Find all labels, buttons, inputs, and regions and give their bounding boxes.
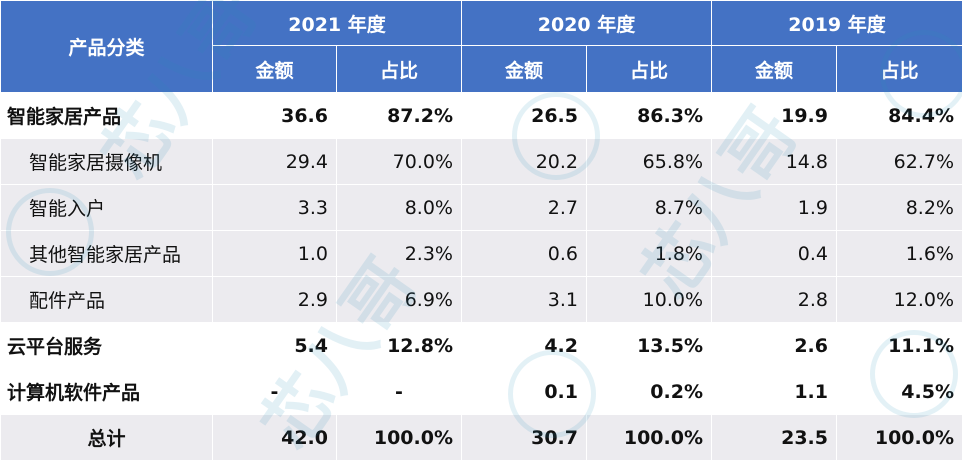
share-2021: 100.0%	[337, 415, 462, 461]
amount-header-2020: 金额	[462, 46, 587, 93]
amount-2020: 30.7	[462, 415, 587, 461]
share-2019: 4.5%	[837, 369, 962, 415]
amount-2021: 29.4	[213, 139, 337, 185]
share-2020: 86.3%	[587, 93, 712, 139]
share-2020: 10.0%	[587, 277, 712, 323]
share-header-2019: 占比	[837, 46, 962, 93]
amount-2021: 42.0	[213, 415, 337, 461]
table-row-smart-entry: 智能入户 3.3 8.0% 2.7 8.7% 1.9 8.2%	[1, 185, 962, 231]
amount-2019: 0.4	[712, 231, 837, 277]
amount-2019: 2.6	[712, 323, 837, 369]
share-2019: 1.6%	[837, 231, 962, 277]
year-header-2021: 2021 年度	[213, 1, 462, 46]
amount-2019: 23.5	[712, 415, 837, 461]
table-row-total: 总计 42.0 100.0% 30.7 100.0% 23.5 100.0%	[1, 415, 962, 461]
amount-2021: 5.4	[213, 323, 337, 369]
amount-2019: 14.8	[712, 139, 837, 185]
share-2019: 11.1%	[837, 323, 962, 369]
amount-2019: 19.9	[712, 93, 837, 139]
year-header-2019: 2019 年度	[712, 1, 962, 46]
row-label: 智能家居摄像机	[1, 139, 213, 185]
amount-2019: 1.1	[712, 369, 837, 415]
share-2021: 2.3%	[337, 231, 462, 277]
row-label: 配件产品	[1, 277, 213, 323]
amount-2020: 0.6	[462, 231, 587, 277]
amount-2020: 0.1	[462, 369, 587, 415]
table-row-cloud-services: 云平台服务 5.4 12.8% 4.2 13.5% 2.6 11.1%	[1, 323, 962, 369]
row-label: 总计	[1, 415, 213, 461]
amount-2021: -	[213, 369, 337, 415]
share-header-2020: 占比	[587, 46, 712, 93]
share-2020: 65.8%	[587, 139, 712, 185]
share-2020: 0.2%	[587, 369, 712, 415]
share-2019: 12.0%	[837, 277, 962, 323]
table-row-other-smart-home: 其他智能家居产品 1.0 2.3% 0.6 1.8% 0.4 1.6%	[1, 231, 962, 277]
row-label: 云平台服务	[1, 323, 213, 369]
amount-2021: 1.0	[213, 231, 337, 277]
share-2019: 8.2%	[837, 185, 962, 231]
amount-header-2021: 金额	[213, 46, 337, 93]
amount-2021: 3.3	[213, 185, 337, 231]
share-2021: 87.2%	[337, 93, 462, 139]
table-header: 产品分类 2021 年度 2020 年度 2019 年度 金额 占比 金额 占比…	[1, 1, 962, 93]
amount-header-2019: 金额	[712, 46, 837, 93]
share-2019: 62.7%	[837, 139, 962, 185]
amount-2021: 2.9	[213, 277, 337, 323]
category-header: 产品分类	[1, 1, 213, 93]
amount-2020: 26.5	[462, 93, 587, 139]
amount-2019: 1.9	[712, 185, 837, 231]
row-label: 智能入户	[1, 185, 213, 231]
row-label: 其他智能家居产品	[1, 231, 213, 277]
share-2019: 84.4%	[837, 93, 962, 139]
row-label: 计算机软件产品	[1, 369, 213, 415]
amount-2020: 3.1	[462, 277, 587, 323]
table-body: 智能家居产品 36.6 87.2% 26.5 86.3% 19.9 84.4% …	[1, 93, 962, 461]
share-2021: 6.9%	[337, 277, 462, 323]
share-2020: 13.5%	[587, 323, 712, 369]
share-2021: -	[337, 369, 462, 415]
share-2019: 100.0%	[837, 415, 962, 461]
amount-2020: 4.2	[462, 323, 587, 369]
amount-2021: 36.6	[213, 93, 337, 139]
table-row-accessories: 配件产品 2.9 6.9% 3.1 10.0% 2.8 12.0%	[1, 277, 962, 323]
amount-2020: 20.2	[462, 139, 587, 185]
row-label: 智能家居产品	[1, 93, 213, 139]
table-row-smart-home: 智能家居产品 36.6 87.2% 26.5 86.3% 19.9 84.4%	[1, 93, 962, 139]
share-header-2021: 占比	[337, 46, 462, 93]
share-2021: 70.0%	[337, 139, 462, 185]
share-2020: 100.0%	[587, 415, 712, 461]
share-2020: 1.8%	[587, 231, 712, 277]
amount-2020: 2.7	[462, 185, 587, 231]
year-header-2020: 2020 年度	[462, 1, 712, 46]
amount-2019: 2.8	[712, 277, 837, 323]
table-row-software: 计算机软件产品 - - 0.1 0.2% 1.1 4.5%	[1, 369, 962, 415]
share-2020: 8.7%	[587, 185, 712, 231]
share-2021: 12.8%	[337, 323, 462, 369]
share-2021: 8.0%	[337, 185, 462, 231]
table-row-smart-camera: 智能家居摄像机 29.4 70.0% 20.2 65.8% 14.8 62.7%	[1, 139, 962, 185]
header-row-years: 产品分类 2021 年度 2020 年度 2019 年度	[1, 1, 962, 46]
